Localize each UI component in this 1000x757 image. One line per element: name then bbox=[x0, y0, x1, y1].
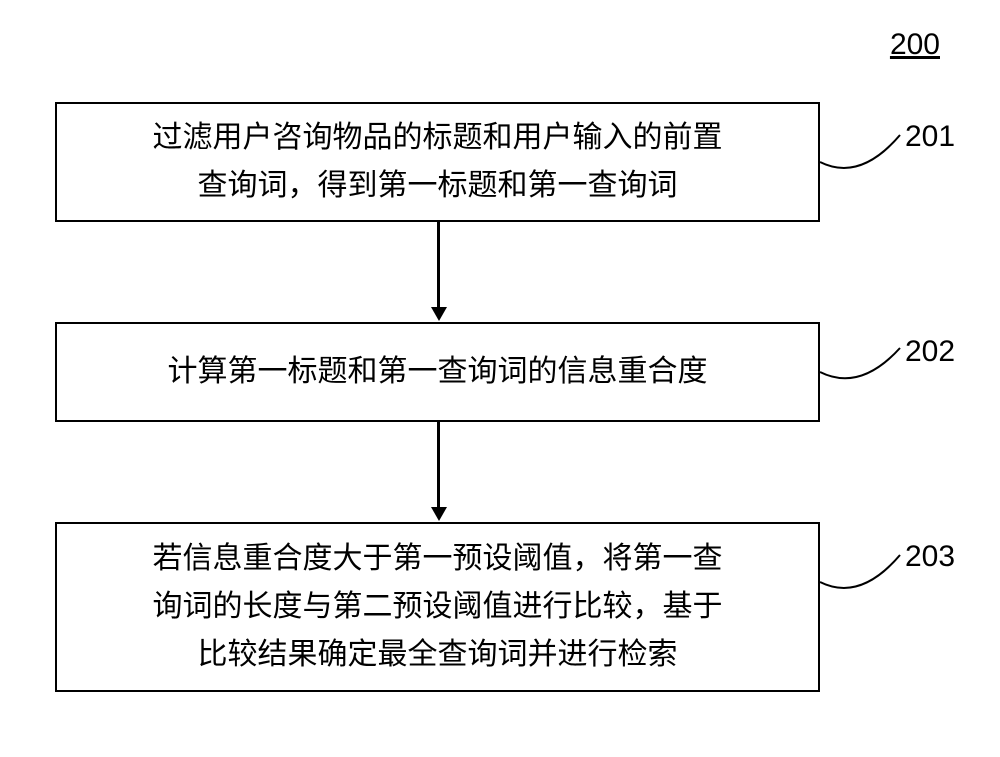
step-box-203: 若信息重合度大于第一预设阈值，将第一查 询词的长度与第二预设阈值进行比较，基于 … bbox=[55, 522, 820, 692]
arrow-head-icon bbox=[431, 507, 447, 521]
figure-number: 200 bbox=[890, 28, 940, 62]
step-label-202: 202 bbox=[905, 335, 955, 369]
step-box-202: 计算第一标题和第一查询词的信息重合度 bbox=[55, 322, 820, 422]
connector-curve-201 bbox=[815, 110, 905, 187]
step-text-201: 过滤用户咨询物品的标题和用户输入的前置 查询词，得到第一标题和第一查询词 bbox=[153, 114, 723, 210]
flowchart-container: 200 过滤用户咨询物品的标题和用户输入的前置 查询词，得到第一标题和第一查询词… bbox=[0, 0, 1000, 757]
step-text-202: 计算第一标题和第一查询词的信息重合度 bbox=[168, 348, 708, 396]
connector-curve-203 bbox=[815, 530, 905, 607]
step-label-201: 201 bbox=[905, 120, 955, 154]
step-label-203: 203 bbox=[905, 540, 955, 574]
step-text-203: 若信息重合度大于第一预设阈值，将第一查 询词的长度与第二预设阈值进行比较，基于 … bbox=[153, 535, 723, 679]
connector-curve-202 bbox=[815, 323, 905, 397]
arrow-line-0 bbox=[437, 222, 440, 308]
arrow-head-icon bbox=[431, 307, 447, 321]
arrow-line-1 bbox=[437, 422, 440, 508]
step-box-201: 过滤用户咨询物品的标题和用户输入的前置 查询词，得到第一标题和第一查询词 bbox=[55, 102, 820, 222]
